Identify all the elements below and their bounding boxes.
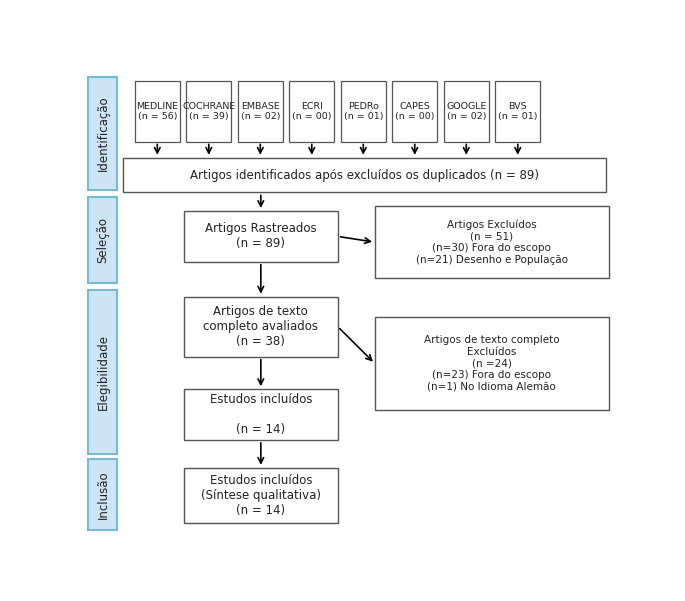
- Text: CAPES
(n = 00): CAPES (n = 00): [395, 102, 434, 121]
- FancyBboxPatch shape: [184, 296, 338, 357]
- FancyBboxPatch shape: [238, 81, 283, 141]
- FancyBboxPatch shape: [135, 81, 180, 141]
- Text: Artigos Excluídos
(n = 51)
(n=30) Fora do escopo
(n=21) Desenho e População: Artigos Excluídos (n = 51) (n=30) Fora d…: [416, 219, 568, 265]
- Text: EMBASE
(n = 02): EMBASE (n = 02): [240, 102, 280, 121]
- Text: Artigos de texto completo
Excluídos
(n =24)
(n=23) Fora do escopo
(n=1) No Idiom: Artigos de texto completo Excluídos (n =…: [424, 335, 560, 392]
- Text: Artigos de texto
completo avaliados
(n = 38): Artigos de texto completo avaliados (n =…: [203, 305, 319, 348]
- FancyBboxPatch shape: [495, 81, 540, 141]
- FancyBboxPatch shape: [88, 77, 118, 190]
- FancyBboxPatch shape: [184, 389, 338, 440]
- Text: Identificação: Identificação: [97, 96, 110, 171]
- FancyBboxPatch shape: [289, 81, 334, 141]
- Text: Elegibilidade: Elegibilidade: [97, 334, 110, 410]
- Text: ECRI
(n = 00): ECRI (n = 00): [292, 102, 332, 121]
- FancyBboxPatch shape: [393, 81, 437, 141]
- FancyBboxPatch shape: [123, 157, 606, 192]
- FancyBboxPatch shape: [88, 459, 118, 530]
- Text: Estudos incluídos
(Síntese qualitativa)
(n = 14): Estudos incluídos (Síntese qualitativa) …: [201, 474, 321, 517]
- Text: COCHRANE
(n = 39): COCHRANE (n = 39): [182, 102, 236, 121]
- FancyBboxPatch shape: [444, 81, 489, 141]
- FancyBboxPatch shape: [375, 206, 608, 278]
- FancyBboxPatch shape: [375, 317, 608, 410]
- FancyBboxPatch shape: [184, 211, 338, 262]
- Text: Inclusão: Inclusão: [97, 470, 110, 519]
- Text: Artigos identificados após excluídos os duplicados (n = 89): Artigos identificados após excluídos os …: [190, 169, 539, 182]
- FancyBboxPatch shape: [186, 81, 232, 141]
- Text: Artigos Rastreados
(n = 89): Artigos Rastreados (n = 89): [205, 222, 316, 251]
- FancyBboxPatch shape: [340, 81, 386, 141]
- Text: Estudos incluídos

(n = 14): Estudos incluídos (n = 14): [210, 393, 312, 436]
- FancyBboxPatch shape: [88, 197, 118, 282]
- Text: Seleção: Seleção: [97, 217, 110, 263]
- Text: GOOGLE
(n = 02): GOOGLE (n = 02): [446, 102, 486, 121]
- FancyBboxPatch shape: [88, 290, 118, 454]
- Text: MEDLINE
(n = 56): MEDLINE (n = 56): [136, 102, 178, 121]
- Text: PEDRo
(n = 01): PEDRo (n = 01): [343, 102, 383, 121]
- FancyBboxPatch shape: [184, 468, 338, 523]
- Text: BVS
(n = 01): BVS (n = 01): [498, 102, 538, 121]
